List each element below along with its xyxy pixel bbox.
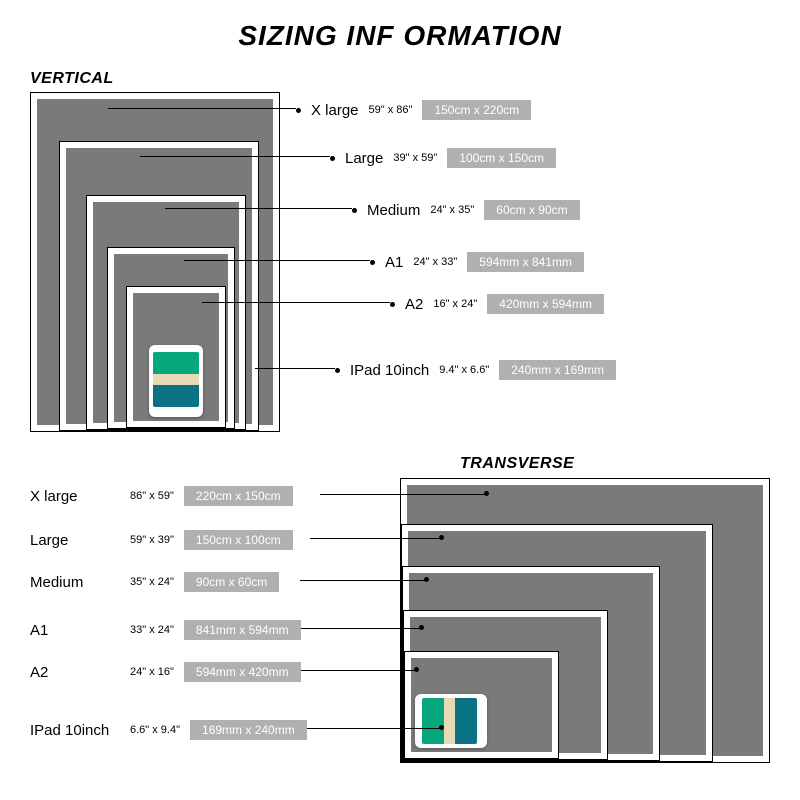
vertical-frame-large (59, 141, 259, 431)
size-metric-badge: 420mm x 594mm (487, 294, 604, 314)
size-row-transverse-medium: Medium 35" x 24" 90cm x 60cm (30, 572, 279, 592)
bullet-icon (330, 156, 335, 161)
size-name: Medium (30, 574, 120, 591)
vertical-frame-xlarge (30, 92, 280, 432)
leader-line (310, 538, 440, 539)
size-metric-badge: 150cm x 100cm (184, 530, 293, 550)
size-row-transverse-a1: A1 33" x 24" 841mm x 594mm (30, 620, 301, 640)
size-inches: 16" x 24" (433, 298, 477, 310)
size-name: A1 (385, 254, 403, 271)
size-inches: 24" x 33" (413, 256, 457, 268)
leader-line (184, 260, 370, 261)
size-metric-badge: 90cm x 60cm (184, 572, 279, 592)
size-name: IPad 10inch (30, 722, 120, 739)
bullet-icon (296, 108, 301, 113)
size-row-vertical-a2: A2 16" x 24" 420mm x 594mm (390, 294, 604, 314)
size-inches: 35" x 24" (130, 576, 174, 588)
bullet-icon (352, 208, 357, 213)
size-name: A1 (30, 622, 120, 639)
vertical-frame-medium (86, 195, 246, 430)
size-row-transverse-xlarge: X large 86" x 59" 220cm x 150cm (30, 486, 293, 506)
size-inches: 24" x 16" (130, 666, 174, 678)
transverse-frame-xlarge (400, 478, 770, 763)
size-name: A2 (30, 664, 120, 681)
size-metric-badge: 169mm x 240mm (190, 720, 307, 740)
size-row-vertical-ipad: IPad 10inch 9.4" x 6.6" 240mm x 169mm (335, 360, 616, 380)
bullet-icon (390, 302, 395, 307)
vertical-section-label: VERTICAL (30, 70, 114, 88)
transverse-frame-a2 (404, 651, 559, 759)
vertical-frame-a1 (107, 247, 235, 429)
bullet-icon (439, 535, 444, 540)
transverse-frame-a1 (403, 610, 608, 760)
bullet-icon (439, 725, 444, 730)
size-metric-badge: 150cm x 220cm (422, 100, 531, 120)
size-metric-badge: 60cm x 90cm (484, 200, 579, 220)
size-inches: 59" x 86" (369, 104, 413, 116)
size-name: A2 (405, 296, 423, 313)
size-name: Large (30, 532, 120, 549)
size-metric-badge: 100cm x 150cm (447, 148, 556, 168)
leader-line (165, 208, 352, 209)
leader-line (140, 156, 330, 157)
size-row-vertical-a1: A1 24" x 33" 594mm x 841mm (370, 252, 584, 272)
size-metric-badge: 240mm x 169mm (499, 360, 616, 380)
size-inches: 9.4" x 6.6" (439, 364, 489, 376)
bullet-icon (484, 491, 489, 496)
size-name: IPad 10inch (350, 362, 429, 379)
size-inches: 33" x 24" (130, 624, 174, 636)
transverse-section-label: TRANSVERSE (460, 455, 574, 473)
size-metric-badge: 841mm x 594mm (184, 620, 301, 640)
size-inches: 59" x 39" (130, 534, 174, 546)
size-name: X large (30, 488, 120, 505)
size-inches: 86" x 59" (130, 490, 174, 502)
size-row-transverse-large: Large 59" x 39" 150cm x 100cm (30, 530, 293, 550)
bullet-icon (419, 625, 424, 630)
size-row-transverse-a2: A2 24" x 16" 594mm x 420mm (30, 662, 301, 682)
size-name: Medium (367, 202, 420, 219)
size-metric-badge: 594mm x 841mm (467, 252, 584, 272)
size-inches: 24" x 35" (430, 204, 474, 216)
size-name: X large (311, 102, 359, 119)
size-row-vertical-large: Large 39" x 59" 100cm x 150cm (330, 148, 556, 168)
size-inches: 6.6" x 9.4" (130, 724, 180, 736)
ipad-transverse-icon (415, 694, 487, 748)
leader-line (300, 728, 440, 729)
leader-line (300, 580, 425, 581)
leader-line (280, 628, 420, 629)
bullet-icon (424, 577, 429, 582)
bullet-icon (335, 368, 340, 373)
size-row-transverse-ipad: IPad 10inch 6.6" x 9.4" 169mm x 240mm (30, 720, 307, 740)
ipad-vertical-icon (149, 345, 203, 417)
size-row-vertical-xlarge: X large 59" x 86" 150cm x 220cm (296, 100, 531, 120)
leader-line (108, 108, 296, 109)
transverse-frame-medium (402, 566, 660, 761)
bullet-icon (414, 667, 419, 672)
size-name: Large (345, 150, 383, 167)
page-title: SIZING INF ORMATION (0, 0, 800, 52)
vertical-frame-a2 (126, 286, 226, 428)
leader-line (320, 494, 485, 495)
size-metric-badge: 220cm x 150cm (184, 486, 293, 506)
leader-line (202, 302, 390, 303)
size-inches: 39" x 59" (393, 152, 437, 164)
leader-line (255, 368, 335, 369)
size-row-vertical-medium: Medium 24" x 35" 60cm x 90cm (352, 200, 580, 220)
transverse-frame-large (401, 524, 713, 762)
bullet-icon (370, 260, 375, 265)
size-metric-badge: 594mm x 420mm (184, 662, 301, 682)
